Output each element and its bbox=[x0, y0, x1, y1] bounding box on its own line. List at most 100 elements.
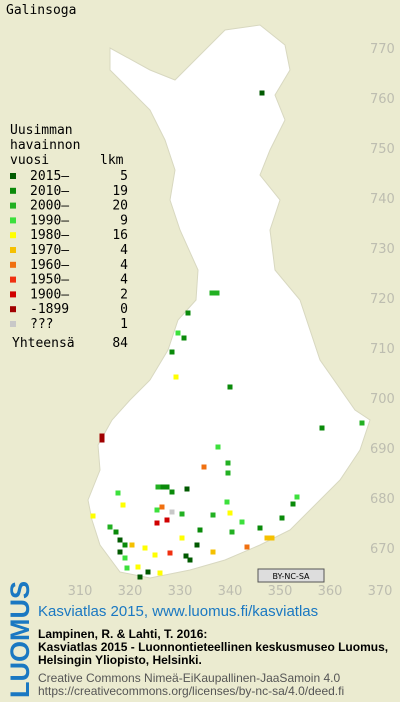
legend-count: 16 bbox=[112, 228, 128, 243]
grid-square bbox=[184, 486, 190, 492]
grid-square bbox=[99, 433, 105, 439]
legend-label: 1950– bbox=[30, 273, 69, 288]
observation-squares bbox=[90, 90, 365, 580]
grid-square bbox=[90, 513, 96, 519]
legend-col: vuosi bbox=[10, 153, 49, 168]
grid-square bbox=[160, 484, 166, 490]
grid-square bbox=[359, 420, 365, 426]
grid-square bbox=[201, 464, 207, 470]
legend-label: 2010– bbox=[30, 184, 69, 199]
legend-label: 1900– bbox=[30, 287, 69, 302]
grid-square bbox=[164, 484, 170, 490]
grid-square bbox=[179, 535, 185, 541]
total-label: Yhteensä bbox=[12, 336, 75, 351]
grid-square bbox=[227, 384, 233, 390]
legend-swatch bbox=[10, 173, 16, 179]
grid-square bbox=[279, 515, 285, 521]
y-label: 670 bbox=[370, 542, 395, 557]
x-label: 360 bbox=[318, 584, 343, 599]
grid-square bbox=[167, 550, 173, 556]
grid-square bbox=[214, 290, 220, 296]
grid-square bbox=[122, 555, 128, 561]
citation: Lampinen, R. & Lahti, T. 2016: bbox=[38, 627, 207, 641]
grid-square bbox=[135, 564, 141, 570]
legend-label: 1960– bbox=[30, 258, 69, 273]
legend-label: 1990– bbox=[30, 213, 69, 228]
grid-square bbox=[224, 499, 230, 505]
grid-square bbox=[197, 527, 203, 533]
logo: LUOMUS bbox=[5, 581, 35, 698]
grid-square bbox=[99, 437, 105, 443]
grid-square bbox=[175, 330, 181, 336]
grid-square bbox=[169, 489, 175, 495]
y-label: 710 bbox=[370, 342, 395, 357]
grid-square bbox=[155, 484, 161, 490]
grid-square bbox=[169, 349, 175, 355]
grid-square bbox=[154, 507, 160, 513]
legend-count: 4 bbox=[120, 243, 128, 258]
license-badge: BY-NC-SA bbox=[272, 572, 310, 581]
grid-square bbox=[187, 557, 193, 563]
x-label: 350 bbox=[268, 584, 293, 599]
grid-square bbox=[122, 542, 128, 548]
grid-square bbox=[183, 553, 189, 559]
legend-swatch bbox=[10, 321, 16, 327]
legend-label: 2015– bbox=[30, 169, 69, 184]
grid-square bbox=[269, 535, 275, 541]
grid-square bbox=[209, 290, 215, 296]
grid-square bbox=[169, 509, 175, 515]
grid-square bbox=[229, 529, 235, 535]
legend-swatch bbox=[10, 232, 16, 239]
legend-count: 20 bbox=[112, 199, 128, 214]
legend-count: 2 bbox=[120, 287, 128, 302]
y-label: 750 bbox=[370, 142, 395, 157]
y-label: 720 bbox=[370, 292, 395, 307]
grid-square bbox=[210, 549, 216, 555]
grid-square bbox=[181, 335, 187, 341]
y-label: 760 bbox=[370, 92, 395, 107]
grid-square bbox=[152, 552, 158, 558]
citation: Kasviatlas 2015 - Luonnontieteellinen ke… bbox=[38, 640, 388, 654]
grid-square bbox=[185, 310, 191, 316]
legend-label: -1899 bbox=[30, 302, 69, 317]
grid-square bbox=[142, 545, 148, 551]
grid-square bbox=[145, 569, 151, 575]
grid-square bbox=[124, 565, 130, 571]
y-label: 740 bbox=[370, 192, 395, 207]
legend-swatch bbox=[10, 202, 16, 209]
legend-count: 9 bbox=[120, 213, 128, 228]
grid-square bbox=[173, 374, 179, 380]
map-title: Galinsoga bbox=[6, 3, 76, 18]
x-label: 320 bbox=[118, 584, 143, 599]
license-text: Creative Commons Nimeä-EiKaupallinen-Jaa… bbox=[38, 671, 340, 685]
grid-square bbox=[319, 425, 325, 431]
grid-square bbox=[257, 525, 263, 531]
legend-swatch bbox=[10, 217, 16, 224]
grid-square bbox=[294, 494, 300, 500]
legend-swatch bbox=[10, 291, 16, 298]
y-label: 770 bbox=[370, 42, 395, 57]
legend-count: 1 bbox=[120, 317, 128, 332]
legend-heading: Uusimman bbox=[10, 123, 73, 138]
total-count: 84 bbox=[112, 336, 128, 351]
legend-swatch bbox=[10, 276, 16, 283]
legend-swatch bbox=[10, 187, 16, 194]
grid-square bbox=[157, 570, 163, 576]
legend-label: 1980– bbox=[30, 228, 69, 243]
legend-label: ??? bbox=[30, 317, 53, 332]
legend-count: 4 bbox=[120, 258, 128, 273]
grid-square bbox=[117, 549, 123, 555]
grid-square bbox=[115, 490, 121, 496]
legend-count: 4 bbox=[120, 273, 128, 288]
legend-label: 2000– bbox=[30, 199, 69, 214]
x-label: 370 bbox=[368, 584, 393, 599]
grid-square bbox=[239, 519, 245, 525]
grid-square bbox=[210, 512, 216, 518]
grid-square bbox=[137, 574, 143, 580]
grid-square bbox=[227, 510, 233, 516]
license-badge-box bbox=[257, 568, 325, 583]
grid-square bbox=[120, 502, 126, 508]
grid-square bbox=[290, 501, 296, 507]
grid-square bbox=[129, 542, 135, 548]
legend-count: 5 bbox=[120, 169, 128, 184]
